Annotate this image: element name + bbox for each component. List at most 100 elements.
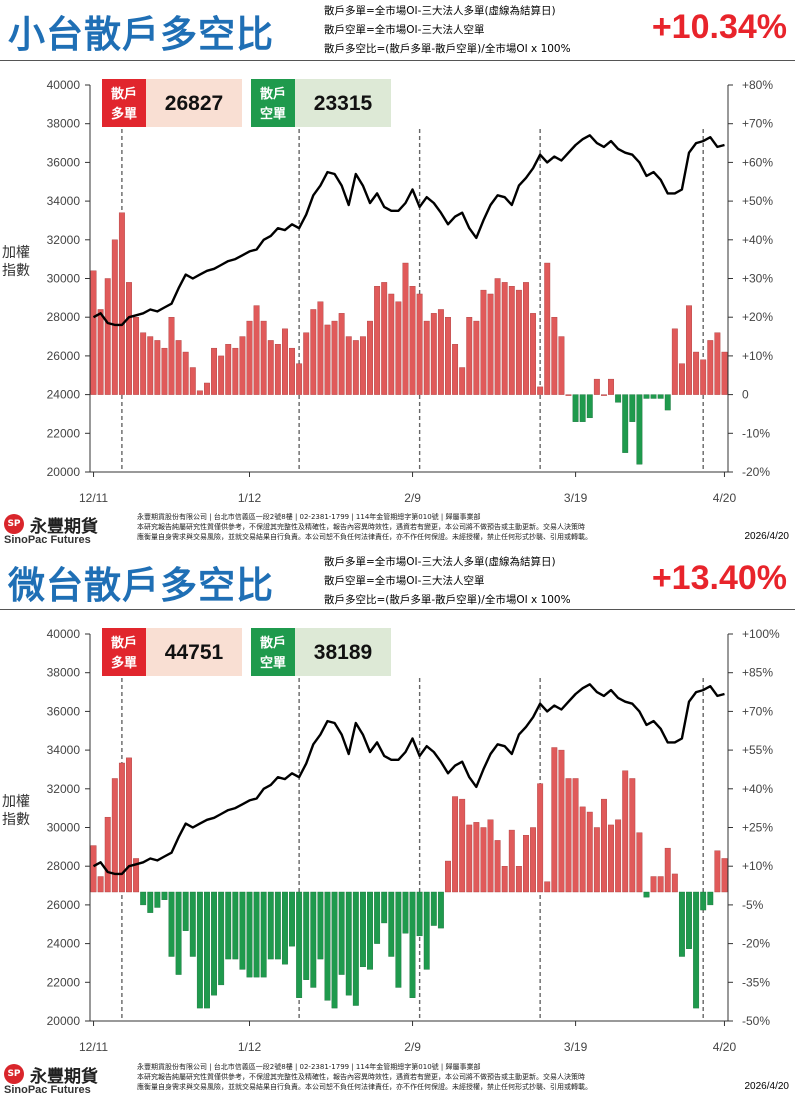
right-tick-label: +10% [742,349,773,363]
bar-positive [678,363,685,395]
bar-positive [721,351,728,395]
bar-positive [381,282,388,395]
bar-positive [274,344,281,395]
bar-negative [409,891,416,998]
bar-negative [359,891,366,968]
y-axis-label: 指數 [2,811,30,827]
left-tick-label: 20000 [47,1014,81,1028]
left-tick-label: 40000 [47,627,81,641]
right-tick-label: +40% [742,233,773,247]
right-tick-label: +60% [742,155,773,169]
bar-positive [686,305,692,395]
bar-negative [196,891,203,1009]
bar-positive [395,301,402,395]
right-tick-label: +50% [742,194,773,208]
short-label: 散戶 [260,635,286,650]
bar-positive [331,320,338,395]
bar-positive [501,282,508,395]
right-tick-label: -20% [742,465,770,479]
x-tick-label: 1/12 [238,1040,262,1054]
bar-positive [388,293,395,395]
bar-positive [565,394,572,396]
bar-positive [104,816,111,893]
definition-short: 散戶空單=全市場OI-三大法人空單 [324,575,485,587]
bar-positive [239,336,246,395]
x-tick-label: 3/19 [564,1040,588,1054]
y-axis-label: 加權 [2,244,30,260]
bar-positive [721,858,728,893]
bar-positive [608,378,614,395]
bar-positive [473,822,480,893]
bar-positive [714,850,721,893]
bar-negative [232,891,239,960]
right-tick-label: +70% [742,117,773,131]
right-tick-label: +80% [742,78,773,92]
bar-positive [225,344,232,395]
bar-positive [515,865,522,893]
left-tick-label: 30000 [47,272,81,286]
right-tick-label: +25% [742,821,773,835]
right-tick-label: -5% [742,898,764,912]
bar-positive [523,282,529,395]
bar-negative [282,891,288,965]
disclaimer-line: 本研究報告純屬研究性質僅供參考，不保證其完整性及精確性，報告內容異時效性，遇資若… [137,523,585,531]
sinopac-logo-icon: SP [4,514,24,534]
bar-positive [182,351,189,395]
left-tick-label: 28000 [47,310,81,324]
right-tick-label: -10% [742,426,770,440]
panel-title: 小台散戶多空比 [8,13,274,56]
bar-positive [260,320,267,395]
left-tick-label: 38000 [47,117,81,131]
bar-positive [367,320,373,395]
right-tick-label: +55% [742,743,773,757]
long-value: 44751 [165,641,224,664]
short-value: 23315 [314,92,373,115]
bar-positive [416,293,423,395]
left-tick-label: 40000 [47,78,81,92]
bar-positive [218,355,225,395]
definition-long: 散戶多單=全市場OI-三大法人多單(虛線為結算日) [324,5,556,17]
bar-negative [175,891,182,975]
bar-positive [423,320,430,395]
bar-negative [664,394,671,411]
bar-negative [239,891,246,970]
bar-negative [374,891,381,944]
bar-positive [480,827,487,893]
bar-positive [593,827,600,893]
bar-negative [643,891,650,898]
disclaimer: 永豐期貨股份有限公司 | 台北市信義區一段2號8樓 | 02-2381-1799… [137,1062,637,1092]
bar-positive [530,313,536,395]
left-tick-label: 36000 [47,155,81,169]
bar-positive [664,847,671,893]
bar-positive [501,865,508,893]
x-tick-label: 4/20 [713,1040,737,1054]
bar-positive [317,301,324,395]
long-value-box [146,79,242,127]
bar-positive [551,747,558,893]
right-tick-label: +40% [742,782,773,796]
left-tick-label: 26000 [47,349,81,363]
bar-negative [182,891,189,931]
bar-negative [643,394,650,399]
bar-positive [90,270,97,395]
long-label-box [102,628,146,676]
bar-negative [636,394,643,465]
bar-positive [601,798,607,893]
right-tick-label: +30% [742,272,773,286]
bar-positive [154,340,161,395]
bar-positive [359,336,366,395]
x-tick-label: 2/9 [404,491,421,505]
bar-positive [700,359,707,395]
bar-positive [175,340,182,395]
bar-positive [118,762,125,893]
bar-positive [118,212,125,395]
bar-negative [211,891,218,996]
bar-positive [140,332,147,395]
short-label: 空單 [260,655,286,670]
right-tick-label: +70% [742,704,773,718]
definition-ratio: 散戶多空比=(散戶多單-散戶空單)/全市場OI x 100% [324,594,571,606]
logo-en: SinoPac Futures [4,534,91,546]
bar-positive [104,278,111,395]
bar-negative [615,394,622,403]
bar-positive [161,347,168,395]
